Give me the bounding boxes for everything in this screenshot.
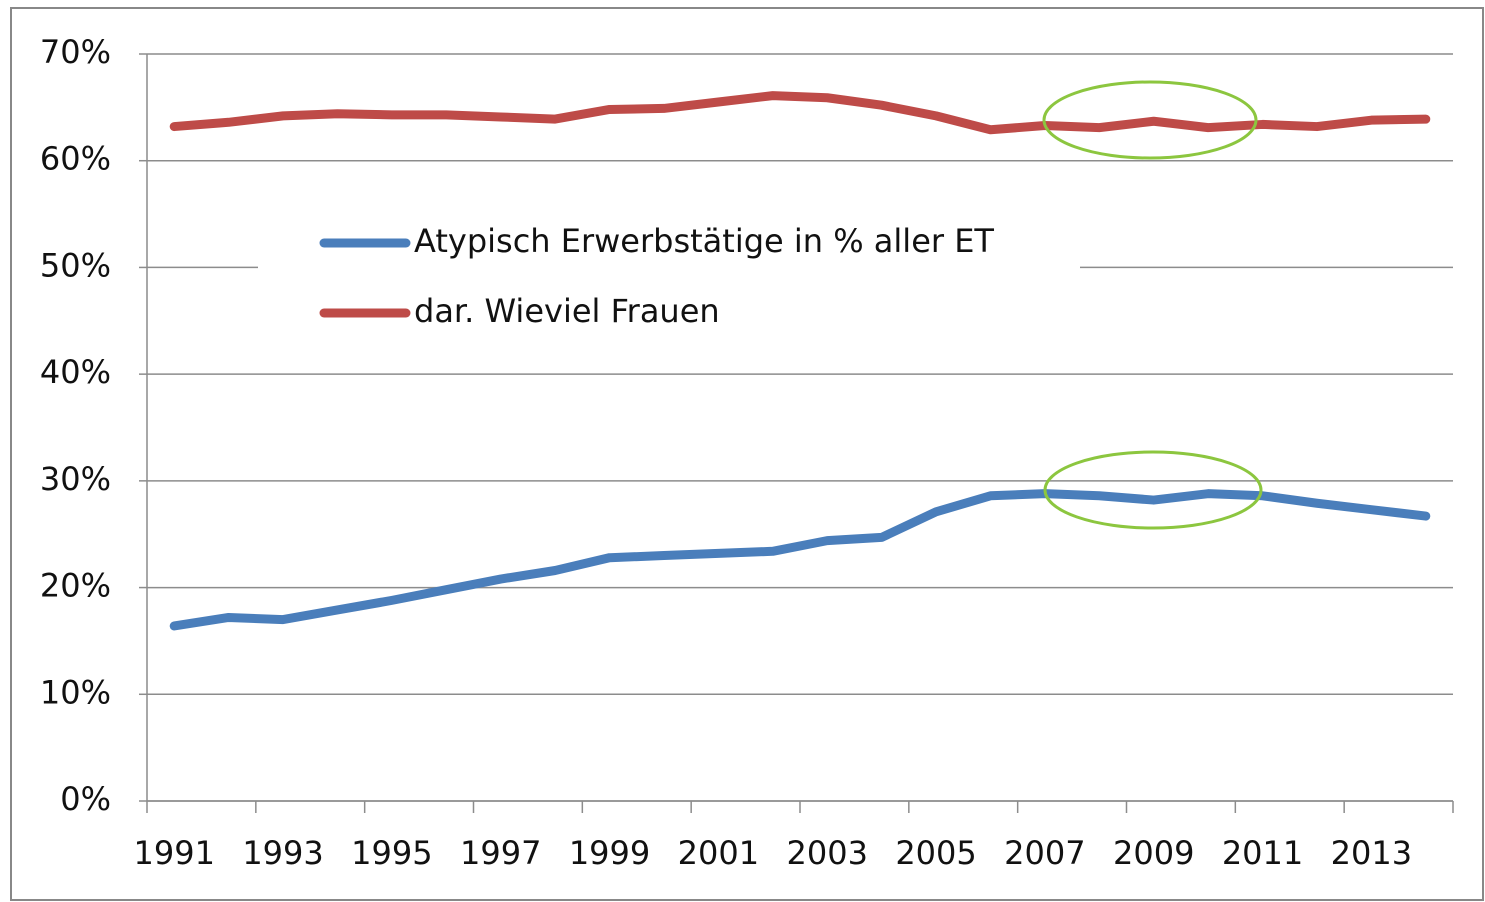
y-tick-label: 10% <box>40 673 111 711</box>
x-tick-label: 1991 <box>133 834 214 872</box>
legend-label: Atypisch Erwerbstätige in % aller ET <box>414 222 994 260</box>
data-line <box>169 489 1431 631</box>
legend-label: dar. Wieviel Frauen <box>414 292 720 330</box>
y-tick-label: 60% <box>40 140 111 178</box>
x-tick-label: 1995 <box>351 834 432 872</box>
y-tick-label: 0% <box>60 780 111 818</box>
x-tick-label: 2011 <box>1222 834 1303 872</box>
highlight-ellipse <box>1042 80 1258 160</box>
y-tick-label: 20% <box>40 567 111 605</box>
x-tick-label: 2003 <box>786 834 867 872</box>
y-tick-label: 70% <box>40 33 111 71</box>
x-tick-label: 1993 <box>242 834 323 872</box>
x-tick-label: 2013 <box>1331 834 1412 872</box>
x-tick-label: 1999 <box>569 834 650 872</box>
y-tick-label: 40% <box>40 353 111 391</box>
highlight-ellipse <box>1043 450 1263 530</box>
y-tick-label: 30% <box>40 460 111 498</box>
chart-frame <box>10 7 1484 901</box>
y-tick-label: 50% <box>40 246 111 284</box>
x-tick-label: 1997 <box>460 834 541 872</box>
x-tick-label: 2005 <box>895 834 976 872</box>
data-line <box>169 91 1431 135</box>
x-tick-label: 2007 <box>1004 834 1085 872</box>
x-tick-label: 2001 <box>678 834 759 872</box>
legend-box <box>258 205 1080 345</box>
x-tick-label: 2009 <box>1113 834 1194 872</box>
